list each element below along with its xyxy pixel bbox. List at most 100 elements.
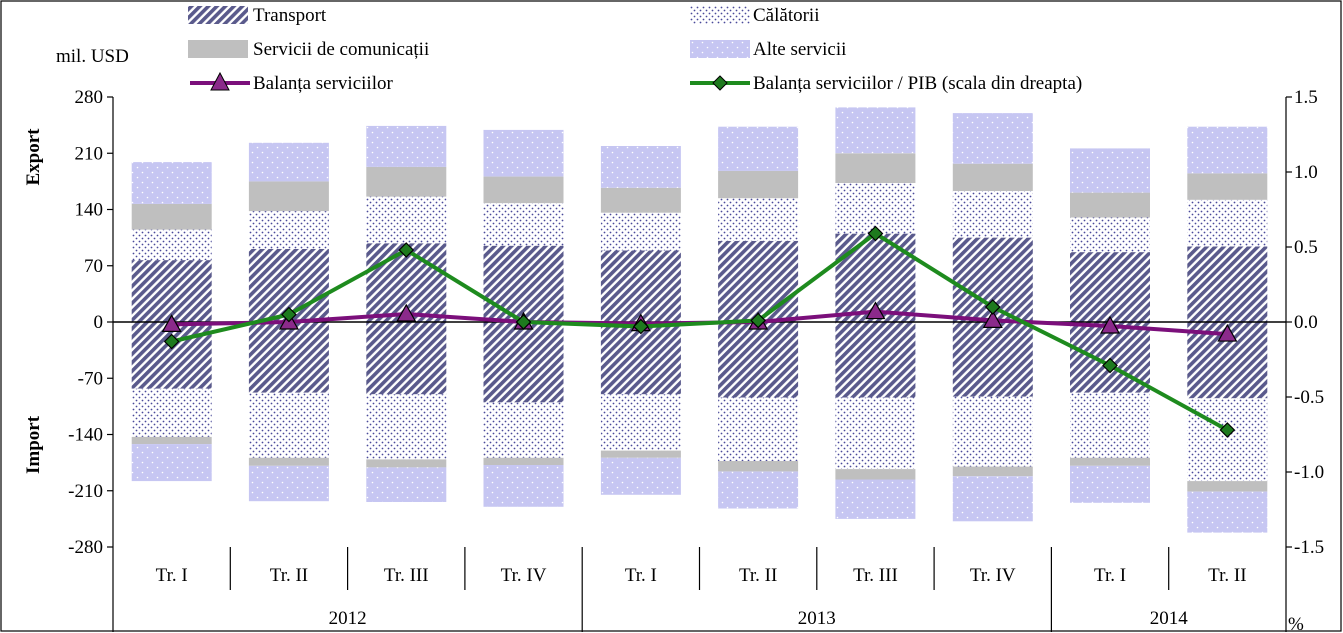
bar-comunicatii-import [366, 459, 447, 468]
right-tick-label: 0.5 [1294, 237, 1318, 258]
bar-transport-import [248, 322, 329, 393]
bar-comunicatii-import [483, 457, 564, 465]
bar-calatorii-import [248, 392, 329, 458]
lines-layer [161, 225, 1238, 438]
bar-alte-import [1070, 465, 1150, 503]
bar-comunicatii-import [1187, 481, 1268, 492]
right-tick-label: -1.5 [1294, 537, 1324, 558]
balance-marker [396, 303, 417, 322]
legend-marker-balanta-pib [712, 75, 728, 91]
bar-calatorii-import [835, 397, 916, 469]
year-label: 2012 [329, 608, 367, 629]
bar-calatorii-export [248, 211, 329, 249]
bar-alte-export [483, 129, 564, 177]
balance-pib-marker [1219, 422, 1236, 438]
category-label: Tr. II [270, 565, 308, 586]
balance-pib-marker [1102, 357, 1118, 374]
bar-calatorii-export [483, 203, 564, 246]
bar-comunicatii-export [1187, 173, 1268, 200]
category-label: Tr. III [384, 565, 429, 586]
year-label: 2014 [1150, 608, 1189, 629]
bar-calatorii-import [952, 396, 1033, 467]
legend-label-calatorii: Călătorii [753, 5, 819, 26]
balance-pib-marker [515, 314, 532, 330]
bar-calatorii-export [835, 183, 916, 234]
legend-swatch-alte [690, 40, 750, 58]
bar-calatorii-export [1187, 199, 1268, 247]
left-tick-label: 210 [75, 143, 104, 164]
bars-layer [131, 107, 1268, 533]
bar-alte-import [131, 444, 212, 482]
legend-label-balanta: Balanța serviciilor [253, 73, 393, 94]
balance-pib-marker [163, 333, 180, 350]
axis-title-import: Import [23, 415, 44, 474]
balance-marker [982, 310, 1003, 328]
bar-transport-import [835, 322, 916, 398]
category-label: Tr. II [739, 565, 777, 586]
bar-calatorii-import [483, 402, 564, 458]
bar-transport-import [718, 322, 799, 398]
bar-comunicatii-export [952, 163, 1033, 191]
left-tick-label: 70 [84, 256, 103, 277]
bar-transport-export [718, 240, 799, 322]
bar-transport-import [131, 322, 212, 389]
axis-title-export: Export [23, 128, 44, 186]
bar-alte-export [1187, 126, 1268, 174]
left-tick-label: 140 [75, 200, 104, 221]
balance-marker [865, 301, 886, 320]
balance-pib-marker [867, 225, 884, 242]
legend-swatch-calatorii [690, 6, 750, 24]
balance-marker [161, 314, 182, 333]
bar-comunicatii-export [835, 153, 916, 183]
bar-alte-export [248, 142, 329, 182]
bar-alte-import [1187, 491, 1268, 533]
bar-alte-export [1070, 148, 1150, 193]
legend-swatch-transport [188, 6, 248, 24]
bar-calatorii-import [1187, 398, 1268, 482]
bar-transport-import [952, 322, 1033, 397]
bar-calatorii-export [718, 198, 799, 241]
bar-transport-import [483, 322, 564, 403]
right-tick-label: -0.5 [1294, 387, 1324, 408]
bar-alte-export [131, 162, 212, 204]
bar-calatorii-import [366, 394, 447, 460]
bar-comunicatii-import [952, 466, 1033, 477]
bar-alte-import [483, 465, 564, 507]
left-tick-label: -210 [68, 481, 103, 502]
bar-calatorii-import [600, 394, 681, 451]
legend-item-transport: Transport [188, 5, 327, 26]
year-label: 2013 [798, 608, 836, 629]
right-tick-label: -1.0 [1294, 462, 1324, 483]
bar-alte-import [248, 465, 329, 502]
bar-comunicatii-export [483, 176, 564, 204]
balance-pib-marker [633, 318, 649, 335]
balance-pib-marker [281, 306, 297, 323]
bar-alte-export [366, 125, 447, 167]
category-label: Tr. II [1208, 565, 1246, 586]
bar-comunicatii-export [366, 166, 447, 197]
category-label: Tr. III [853, 565, 898, 586]
bar-comunicatii-export [718, 170, 799, 199]
bar-calatorii-import [131, 388, 212, 437]
balance-pib-marker [750, 312, 766, 329]
bar-calatorii-import [1070, 392, 1150, 458]
bar-comunicatii-export [248, 181, 329, 212]
balance-marker [1100, 315, 1121, 334]
bar-transport-export [483, 245, 564, 322]
balance-pib-marker [984, 299, 1001, 315]
legend-label-comunicatii: Servicii de comunicații [253, 39, 429, 60]
bar-comunicatii-export [131, 203, 212, 230]
bar-alte-export [600, 146, 681, 188]
bar-alte-export [952, 113, 1033, 164]
legend-label-transport: Transport [253, 5, 327, 26]
left-tick-label: 280 [75, 87, 104, 108]
balance-marker [1217, 323, 1238, 342]
bar-comunicatii-import [600, 450, 681, 458]
balance-pib-marker [398, 242, 415, 258]
right-tick-label: 0.0 [1294, 312, 1318, 333]
left-tick-label: 0 [94, 312, 104, 333]
legend-item-comunicatii: Servicii de comunicații [188, 39, 429, 60]
